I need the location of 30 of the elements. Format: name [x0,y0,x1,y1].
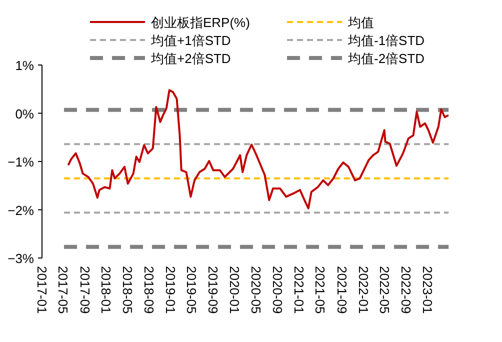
x-tick-label: 2020-01 [227,266,242,314]
x-tick-label: 2017-05 [56,266,71,314]
x-tick-label: 2022-05 [376,266,392,314]
legend-label: 均值+2倍STD [150,51,231,66]
legend-label: 均值-2倍STD [347,51,425,66]
legend-label: 均值-1倍STD [347,33,425,48]
x-tick-label: 2017-09 [77,266,92,314]
legend-label: 创业板指ERP(%) [151,15,250,30]
x-tick-label: 2021-05 [312,266,328,314]
x-tick-label: 2020-05 [248,266,264,314]
x-tick-label: 2022-09 [398,266,414,314]
x-tick-label: 2018-05 [120,266,135,314]
x-tick-label: 2018-01 [98,266,114,314]
legend-label: 均值+1倍STD [150,33,231,48]
x-tick-label: 2017-01 [34,266,50,314]
x-tick-label: 2019-01 [162,266,178,314]
x-tick-label: 2021-01 [292,266,307,314]
y-tick-label: 0% [15,106,34,122]
y-tick-label: 1% [15,58,34,73]
x-tick-label: 2021-09 [334,266,350,314]
y-tick-label: −2% [8,202,34,218]
x-tick-label: 2019-05 [184,266,200,314]
x-tick-label: 2019-09 [206,266,221,314]
y-tick-label: −1% [8,154,34,170]
x-tick-label: 2020-09 [270,266,286,314]
x-tick-label: 2022-01 [356,266,371,314]
y-tick-label: −3% [8,251,34,266]
x-tick-label: 2023-01 [420,266,435,314]
x-tick-label: 2018-09 [141,266,156,314]
legend-label: 均值 [347,15,374,30]
